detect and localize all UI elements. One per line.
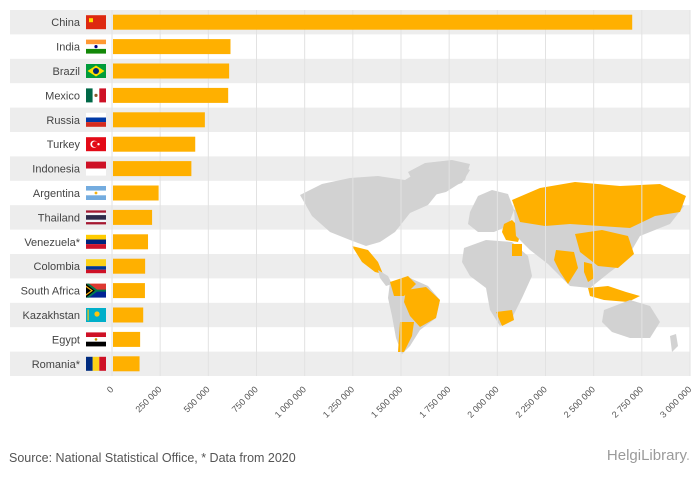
x-tick-label: 2 500 000: [562, 384, 597, 419]
map-australia: [602, 300, 660, 338]
x-tick-label: 250 000: [133, 384, 163, 414]
bar-7: [113, 185, 159, 201]
map-brazil: [404, 287, 440, 327]
argentina-flag-icon: [86, 186, 106, 200]
x-tick-label: 3 000 000: [658, 384, 693, 419]
map-colombia-venezuela: [390, 276, 416, 296]
category-label: Mexico: [45, 90, 80, 102]
helgi-library-logo[interactable]: HelgiLibrary.: [607, 447, 690, 464]
x-tick-label: 2 250 000: [514, 384, 549, 419]
map-argentina: [398, 322, 414, 352]
bar-13: [113, 331, 141, 347]
category-label: Argentina: [33, 188, 81, 200]
china-flag-icon: [86, 15, 106, 30]
x-tick-label: 0: [105, 384, 116, 395]
category-label: Turkey: [47, 139, 81, 151]
venezuela-flag-icon: [86, 234, 106, 249]
map-new-zealand: [670, 334, 678, 352]
category-label: Kazakhstan: [23, 310, 80, 322]
mexico-flag-icon: [86, 88, 106, 103]
bars: [113, 14, 633, 372]
bar-8: [113, 209, 153, 225]
x-tick-label: 500 000: [182, 384, 212, 414]
logo-dot: .: [685, 447, 690, 464]
bar-0: [113, 14, 633, 30]
x-tick-label: 750 000: [230, 384, 260, 414]
x-tick-label: 2 750 000: [610, 384, 645, 419]
map-china: [575, 230, 634, 268]
x-tick-labels: 0 250 000 500 000 750 000 1 000 000 1 250 000…: [105, 384, 694, 419]
x-tick-label: 1 000 000: [273, 384, 308, 419]
egypt-flag-icon: [86, 332, 106, 347]
bar-2: [113, 63, 230, 79]
map-central-america: [378, 270, 392, 286]
turkey-flag-icon: [86, 137, 106, 152]
logo-text: HelgiLibrary: [606, 447, 686, 464]
category-label: Venezuela*: [24, 237, 80, 249]
category-label: Brazil: [52, 66, 80, 78]
map-mexico: [352, 246, 383, 274]
category-label: Romania*: [32, 359, 81, 371]
colombia-flag-icon: [86, 259, 106, 274]
category-label: South Africa: [21, 286, 81, 298]
map-south-africa: [496, 310, 514, 326]
bar-1: [113, 39, 231, 55]
bar-9: [113, 234, 149, 250]
x-tick-label: 2 000 000: [465, 384, 500, 419]
map-indonesia: [588, 286, 640, 302]
category-label: Russia: [46, 115, 81, 127]
map-russia-kazakhstan: [512, 182, 686, 228]
bar-3: [113, 87, 229, 103]
flags: [86, 15, 106, 371]
bar-5: [113, 136, 196, 152]
source-note: Source: National Statistical Office, * D…: [9, 451, 296, 465]
brazil-flag-icon: [86, 64, 106, 78]
map-europe: [468, 190, 514, 232]
chart: China India Brazil Mexico Russia Turkey Indone…: [10, 10, 694, 420]
romania-flag-icon: [86, 356, 106, 371]
south-africa-flag-icon: [86, 283, 106, 298]
category-label: Colombia: [34, 261, 81, 273]
map-egypt: [512, 244, 522, 256]
x-tick-label: 1 500 000: [369, 384, 404, 419]
category-label: China: [51, 17, 81, 29]
bar-12: [113, 307, 144, 323]
bar-10: [113, 258, 146, 274]
map-thailand: [584, 262, 594, 282]
x-tick-label: 1 250 000: [321, 384, 356, 419]
category-labels: China India Brazil Mexico Russia Turkey Indone…: [21, 17, 81, 371]
map-greenland: [408, 160, 470, 196]
indonesia-flag-icon: [86, 161, 106, 176]
gridlines: [111, 10, 691, 376]
russia-flag-icon: [86, 112, 106, 127]
category-label: Egypt: [52, 334, 80, 346]
bar-14: [113, 356, 140, 372]
map-india: [554, 250, 578, 284]
x-tick-label: 1 750 000: [417, 384, 452, 419]
category-label: Indonesia: [32, 164, 81, 176]
kazakhstan-flag-icon: [86, 308, 106, 322]
bar-4: [113, 112, 205, 128]
bar-6: [113, 161, 192, 177]
india-flag-icon: [86, 39, 106, 54]
thailand-flag-icon: [86, 210, 106, 225]
bar-11: [113, 283, 145, 299]
category-label: Thailand: [38, 212, 80, 224]
category-label: India: [56, 42, 81, 54]
